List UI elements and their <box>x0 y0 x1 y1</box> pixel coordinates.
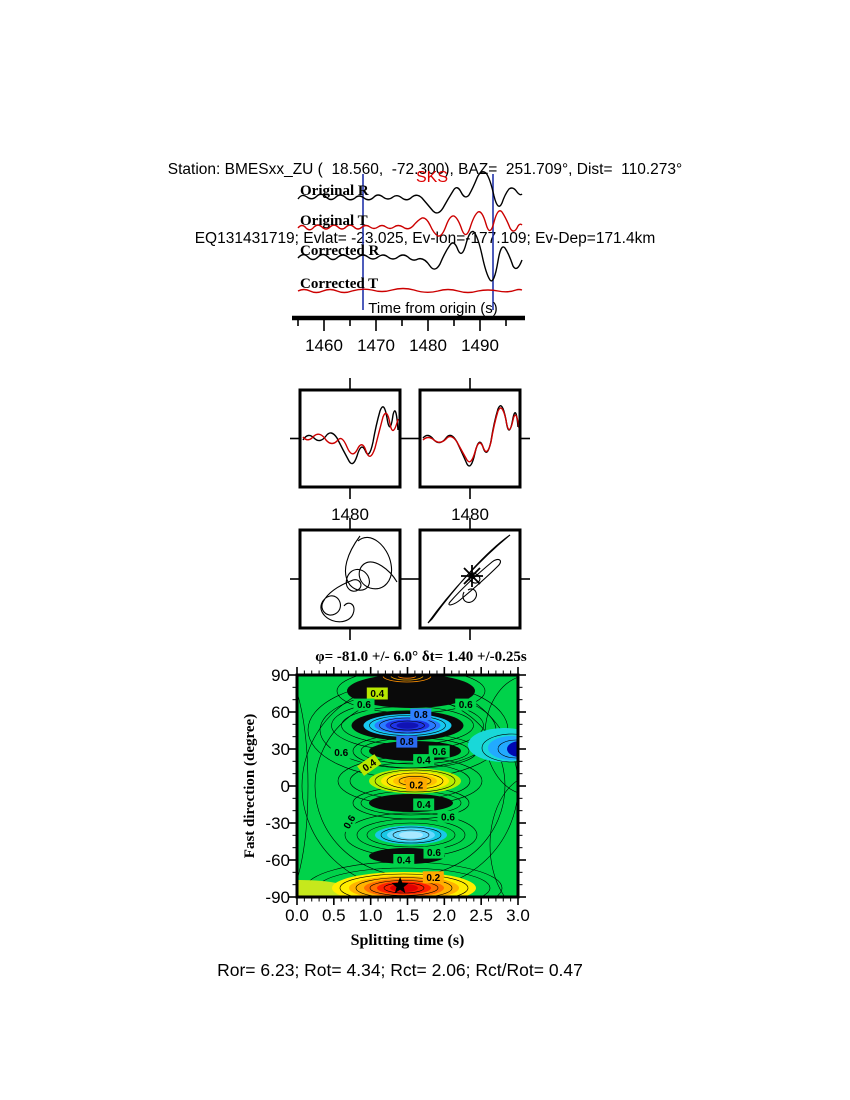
svg-text:0.4: 0.4 <box>417 800 431 811</box>
event-info: EQ131431719; Evlat= -23.025, Ev-lon=-177… <box>194 230 656 247</box>
contour-label: 0.6 <box>455 698 477 711</box>
time-window-markers <box>362 174 494 310</box>
contour-label: 0.4 <box>413 798 435 811</box>
contour-label: 0.6 <box>423 846 445 859</box>
time-tick-1490: 1490 <box>461 336 499 355</box>
contour-label: 0.6 <box>330 746 352 759</box>
svg-text:30: 30 <box>271 740 290 759</box>
svg-text:0.6: 0.6 <box>459 700 473 711</box>
phase-label: SKS <box>416 169 448 186</box>
trace-label-original-r: Original R <box>300 183 369 199</box>
svg-text:0.2: 0.2 <box>409 780 423 791</box>
contour-label: 0.6 <box>353 698 375 711</box>
contour-label: 0.6 <box>437 810 459 823</box>
contour-labels: 0.40.6 0.60.80.80.6 0.60.40.40.20.40.60.60… <box>330 687 477 894</box>
panel-ticks <box>290 378 530 640</box>
error-surface-plot: φ= -81.0 +/- 6.0° δt= 1.40 +/-0.25s Fast… <box>242 649 530 949</box>
contour-label: 0.4 <box>393 854 415 867</box>
contour-label: 0.2 <box>422 871 444 884</box>
svg-text:3.0: 3.0 <box>506 906 530 925</box>
svg-text:0.8: 0.8 <box>414 710 428 721</box>
svg-text:-60: -60 <box>265 851 290 870</box>
splitting-result-title: φ= -81.0 +/- 6.0° δt= 1.40 +/-0.25s <box>315 649 527 665</box>
result-ratios: Ror= 6.23; Rot= 4.34; Rct= 2.06; Rct/Rot… <box>217 960 583 980</box>
time-tick-1480: 1480 <box>409 336 447 355</box>
svg-text:0.4: 0.4 <box>370 689 384 700</box>
particle-motion-corrected <box>427 534 511 624</box>
comparison-tick-right: 1480 <box>451 505 489 524</box>
particle-motion-center-mark <box>461 565 483 587</box>
particle-motion-original <box>320 535 398 623</box>
svg-text:0.6: 0.6 <box>427 848 441 859</box>
x-tick-labels: 0.0 0.5 1.0 1.5 2.0 2.5 3.0 <box>285 906 530 925</box>
trace-original-r <box>297 171 523 214</box>
contour-frame <box>295 673 520 899</box>
contour-label: 0.4 <box>413 754 435 767</box>
svg-text:90: 90 <box>271 666 290 685</box>
svg-text:-30: -30 <box>265 814 290 833</box>
trace-label-corrected-r: Corrected R <box>300 243 379 259</box>
svg-text:0.4: 0.4 <box>417 756 431 767</box>
comparison-box-left <box>298 388 402 489</box>
comparison-panel-corrected <box>422 405 520 467</box>
comparison-corrected-slow <box>422 407 520 463</box>
svg-text:1.0: 1.0 <box>359 906 383 925</box>
comparison-original-slow <box>302 412 399 457</box>
comparison-corrected-fast <box>422 405 519 467</box>
svg-text:0.6: 0.6 <box>334 748 348 759</box>
svg-text:60: 60 <box>271 703 290 722</box>
contour-label: 0.2 <box>405 778 427 791</box>
contour-label: 0.4 <box>366 687 388 700</box>
svg-text:0.6: 0.6 <box>432 747 446 758</box>
y-axis-label: Fast direction (degree) <box>242 714 258 858</box>
particle-box-right <box>418 528 522 630</box>
svg-text:0.6: 0.6 <box>441 812 455 823</box>
svg-text:0.2: 0.2 <box>426 873 440 884</box>
time-tick-1460: 1460 <box>305 336 343 355</box>
comparison-box-right <box>418 388 522 489</box>
svg-text:2.5: 2.5 <box>469 906 493 925</box>
figure-header: Station: BMESxx_ZU ( 18.560, -72.300), B… <box>0 112 850 296</box>
comparison-original-fast <box>302 406 399 465</box>
particle-box-left <box>298 528 402 630</box>
trace-corrected-t <box>297 287 523 294</box>
svg-text:-90: -90 <box>265 888 290 907</box>
svg-text:0: 0 <box>281 777 290 796</box>
trace-label-corrected-t: Corrected T <box>300 276 378 292</box>
x-axis-label: Splitting time (s) <box>351 932 465 949</box>
svg-text:1.5: 1.5 <box>396 906 420 925</box>
svg-text:0.0: 0.0 <box>285 906 309 925</box>
particle-motion-corrected-path <box>427 534 511 624</box>
y-tick-labels: 90 60 30 0 -30 -60 -90 <box>265 666 290 907</box>
trace-original-t <box>297 210 523 237</box>
time-tick-1470: 1470 <box>357 336 395 355</box>
window-panels: 1480 1480 <box>290 378 530 640</box>
svg-text:0.6: 0.6 <box>357 700 371 711</box>
svg-text:2.0: 2.0 <box>432 906 456 925</box>
time-axis-label: Time from origin (s) <box>368 300 497 317</box>
svg-text:0.4: 0.4 <box>397 856 411 867</box>
svg-text:0.8: 0.8 <box>400 737 414 748</box>
contour-label: 0.8 <box>396 735 418 748</box>
time-axis-ticks <box>297 318 507 331</box>
station-info: Station: BMESxx_ZU ( 18.560, -72.300), B… <box>167 161 683 178</box>
comparison-tick-left: 1480 <box>331 505 369 524</box>
trace-corrected-r <box>297 230 523 282</box>
contour-label: 0.8 <box>410 708 432 721</box>
trace-label-original-t: Original T <box>300 213 368 229</box>
particle-motion-original-path <box>320 535 398 623</box>
comparison-panel-original <box>302 406 399 465</box>
waveform-plot: Original R Original T Corrected R Correc… <box>292 169 525 355</box>
best-solution-star <box>391 876 409 894</box>
svg-text:0.5: 0.5 <box>322 906 346 925</box>
